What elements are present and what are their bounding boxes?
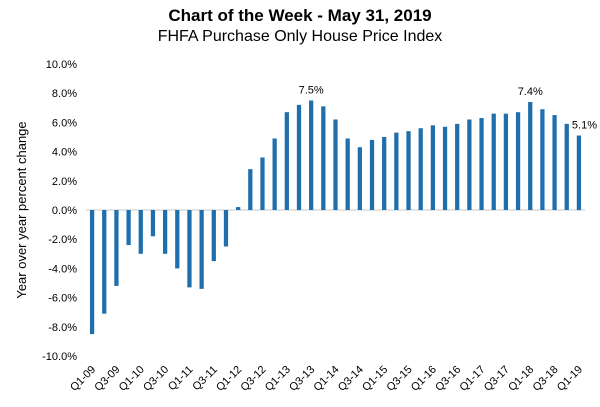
x-tick-label: Q3-09 (92, 364, 122, 394)
y-tick-label: 6.0% (52, 117, 77, 129)
bar-Q1-12 (236, 207, 241, 210)
x-tick-label: Q1-12 (214, 364, 244, 394)
y-tick-label: 8.0% (52, 88, 77, 100)
bar-Q2-15 (394, 132, 399, 210)
bar-Q4-09 (126, 210, 131, 246)
x-tick-label: Q3-15 (385, 364, 415, 394)
bar-Q1-16 (430, 125, 435, 210)
x-tick-label: Q3-16 (433, 364, 463, 394)
bar-Q1-15 (382, 137, 387, 210)
bar-Q2-13 (296, 104, 302, 210)
y-tick-label: 10.0% (46, 59, 77, 71)
x-tick-label: Q1-17 (458, 364, 488, 394)
data-label-Q1-18: 7.4% (518, 86, 543, 98)
bar-Q1-13 (284, 112, 289, 210)
bar-Q3-12 (260, 157, 265, 210)
bar-Q1-14 (333, 119, 338, 210)
bar-Q3-15 (406, 131, 411, 210)
x-tick-label: Q1-10 (117, 364, 147, 394)
bar-Q3-11 (211, 210, 216, 262)
x-tick-label: Q3-12 (238, 364, 268, 394)
bar-Q3-17 (503, 113, 509, 210)
bar-Q3-16 (455, 123, 460, 210)
x-tick-label: Q1-16 (409, 364, 439, 394)
y-tick-label: -6.0% (48, 293, 77, 305)
bar-Q4-14 (369, 139, 375, 210)
bar-Q4-10 (175, 210, 180, 269)
x-tick-label: Q1-15 (360, 364, 390, 394)
bar-Q4-13 (321, 106, 326, 210)
bar-Q2-16 (442, 126, 448, 210)
bar-Q2-09 (102, 210, 107, 314)
bar-Q1-10 (138, 210, 143, 254)
bar-Q2-11 (199, 210, 204, 289)
bar-Q1-11 (187, 210, 192, 288)
x-tick-label: Q1-19 (555, 364, 585, 394)
x-tick-label: Q3-14 (336, 364, 366, 394)
y-tick-label: -2.0% (48, 234, 77, 246)
x-tick-label: Q3-18 (531, 364, 561, 394)
data-label-Q1-19: 5.1% (572, 120, 597, 132)
x-tick-label: Q3-11 (190, 364, 220, 394)
bar-Q3-09 (114, 210, 119, 286)
bar-Q3-14 (357, 147, 362, 210)
bar-Q2-10 (150, 210, 156, 237)
bar-Q1-19 (576, 135, 582, 210)
y-axis-label: Year over year percent change (14, 121, 29, 298)
y-tick-label: 4.0% (52, 147, 77, 159)
y-tick-label: -8.0% (48, 322, 77, 334)
x-tick-label: Q1-13 (263, 364, 293, 394)
bar-Q4-18 (564, 123, 569, 210)
x-tick-label: Q1-11 (166, 364, 196, 394)
y-tick-label: 2.0% (52, 176, 77, 188)
x-tick-label: Q1-18 (506, 364, 536, 394)
y-tick-label: -4.0% (48, 263, 77, 275)
bar-Q2-12 (248, 169, 253, 210)
bar-Q2-18 (540, 109, 545, 210)
bar-Q3-10 (162, 210, 168, 254)
x-tick-label: Q3-13 (287, 364, 317, 394)
chart-subtitle: FHFA Purchase Only House Price Index (157, 28, 443, 45)
bar-Q3-18 (552, 115, 557, 210)
x-tick-label: Q3-17 (482, 364, 512, 394)
data-label-Q3-13: 7.5% (299, 85, 324, 97)
bar-Q4-17 (515, 112, 521, 210)
x-tick-label: Q3-10 (141, 364, 171, 394)
x-tick-label: Q1-09 (68, 364, 98, 394)
bar-Q2-17 (491, 113, 496, 210)
bar-Q4-15 (418, 128, 423, 210)
bar-Q1-09 (89, 210, 95, 335)
y-tick-label: 0.0% (52, 205, 77, 217)
bar-Q3-13 (309, 100, 314, 210)
x-tick-label: Q1-14 (312, 364, 342, 394)
bar-Q1-17 (479, 118, 484, 210)
bar-Q2-14 (345, 138, 350, 210)
bar-Q4-12 (272, 138, 277, 210)
bar-Q1-18 (528, 101, 533, 210)
bar-Q4-16 (467, 119, 472, 210)
chart-title: Chart of the Week - May 31, 2019 (168, 6, 432, 25)
y-tick-label: -10.0% (42, 351, 77, 363)
bar-Q4-11 (223, 210, 229, 247)
